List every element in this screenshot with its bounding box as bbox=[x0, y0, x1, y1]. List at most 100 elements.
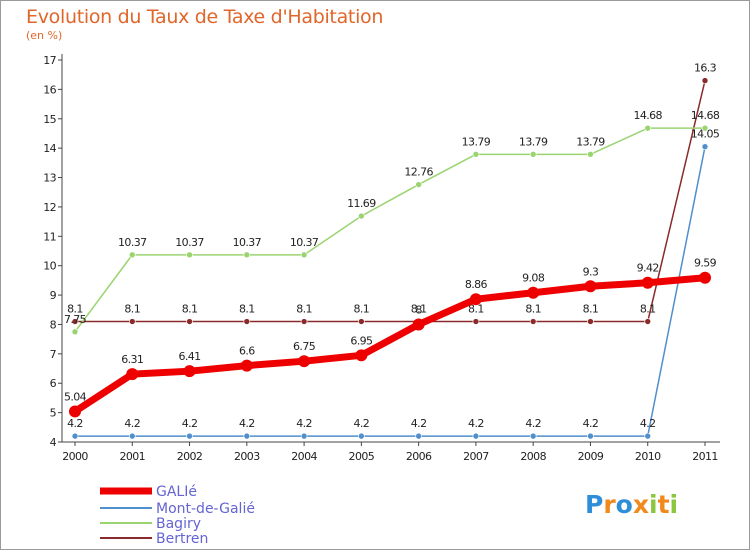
data-label: 7.75 bbox=[64, 313, 87, 326]
series-0: 5.04 6.31 6.41 6.6 6.75 6.95 8 8.86 9.08 9.3 9.42 9… bbox=[64, 257, 717, 418]
y-tick-label: 6 bbox=[50, 377, 57, 390]
data-label: 4.2 bbox=[468, 417, 484, 430]
data-point bbox=[587, 151, 594, 158]
legend-label: GALIé bbox=[156, 484, 197, 500]
x-tick-label: 2000 bbox=[62, 450, 88, 463]
y-tick-label: 8 bbox=[50, 318, 57, 331]
legend-label: Mont-de-Galié bbox=[156, 501, 255, 517]
data-point bbox=[412, 318, 425, 331]
y-tick-label: 16 bbox=[43, 83, 56, 96]
x-tick-label: 2001 bbox=[119, 450, 145, 463]
data-label: 11.69 bbox=[347, 197, 376, 210]
series-line bbox=[73, 274, 706, 415]
data-label: 5.04 bbox=[64, 390, 87, 403]
data-label: 8.1 bbox=[67, 303, 83, 316]
data-label: 4.2 bbox=[640, 417, 656, 430]
series-line bbox=[75, 146, 706, 437]
data-label: 6.95 bbox=[350, 334, 373, 347]
legend-item: Bagiry bbox=[100, 516, 201, 532]
y-tick-label: 7 bbox=[50, 348, 57, 361]
data-point bbox=[71, 318, 79, 325]
data-label: 8.1 bbox=[239, 303, 255, 316]
data-label: 4.2 bbox=[411, 417, 427, 430]
data-point bbox=[300, 318, 308, 325]
y-tick-label: 13 bbox=[43, 172, 56, 185]
logo-letter: P bbox=[585, 490, 604, 519]
data-label: 14.68 bbox=[633, 109, 662, 122]
y-tick-label: 12 bbox=[43, 201, 56, 214]
logo-letter: r bbox=[603, 490, 616, 519]
data-point bbox=[183, 365, 196, 378]
legend-label: Bertren bbox=[156, 531, 208, 547]
data-label: 6.6 bbox=[239, 345, 255, 358]
series-line bbox=[75, 80, 706, 323]
data-point bbox=[186, 432, 193, 440]
data-label: 10.37 bbox=[118, 236, 147, 249]
data-label: 6.41 bbox=[178, 350, 200, 363]
data-label: 8.1 bbox=[525, 303, 541, 316]
data-label: 8.1 bbox=[411, 303, 427, 316]
data-label: 13.79 bbox=[519, 135, 548, 148]
data-point bbox=[644, 124, 652, 132]
data-label: 4.2 bbox=[124, 417, 140, 430]
data-point bbox=[472, 318, 480, 325]
data-point bbox=[128, 432, 136, 440]
data-point bbox=[529, 151, 537, 158]
data-point bbox=[584, 280, 597, 293]
x-tick-label: 2007 bbox=[463, 450, 489, 463]
data-point bbox=[527, 286, 540, 299]
chart-subtitle: (en %) bbox=[26, 29, 63, 42]
data-label: 4.2 bbox=[67, 417, 83, 430]
data-point bbox=[641, 276, 654, 289]
data-label: 8.1 bbox=[583, 303, 599, 316]
data-point bbox=[358, 432, 365, 440]
data-point bbox=[472, 432, 480, 440]
chart-title: Evolution du Taux de Taxe d'Habitation bbox=[26, 6, 384, 28]
x-tick-label: 2009 bbox=[578, 450, 604, 463]
data-point bbox=[644, 432, 652, 440]
data-point bbox=[358, 212, 365, 220]
data-label: 8.1 bbox=[468, 303, 484, 316]
logo-letter: i bbox=[669, 490, 679, 519]
data-label: 14.68 bbox=[691, 109, 720, 122]
y-tick-label: 5 bbox=[50, 407, 57, 420]
data-point bbox=[529, 432, 537, 440]
data-label: 9.3 bbox=[583, 265, 599, 278]
data-label: 6.31 bbox=[121, 353, 143, 366]
data-point bbox=[243, 432, 251, 440]
data-point bbox=[71, 432, 79, 440]
series-2: 7.75 10.37 10.37 10.37 10.37 11.69 12.76 13.79 1… bbox=[64, 109, 720, 336]
legend-item: Bertren bbox=[100, 531, 208, 547]
logo-letter: t bbox=[657, 490, 670, 519]
data-label: 13.79 bbox=[462, 135, 491, 148]
y-tick-label: 14 bbox=[43, 142, 56, 155]
y-tick-label: 10 bbox=[43, 260, 56, 273]
x-tick-label: 2006 bbox=[406, 450, 432, 463]
x-tick-label: 2005 bbox=[349, 450, 375, 463]
x-tick-label: 2002 bbox=[177, 450, 203, 463]
data-point bbox=[298, 355, 311, 368]
data-label: 13.79 bbox=[576, 135, 605, 148]
data-label: 8.1 bbox=[354, 303, 370, 316]
data-point bbox=[126, 368, 139, 381]
data-point bbox=[240, 359, 253, 372]
y-tick-label: 11 bbox=[43, 230, 56, 243]
x-tick-label: 2003 bbox=[234, 450, 260, 463]
y-tick-label: 17 bbox=[43, 54, 56, 67]
data-point bbox=[415, 432, 422, 440]
data-label: 14.05 bbox=[691, 128, 720, 141]
data-label: 8.1 bbox=[640, 303, 656, 316]
data-point bbox=[469, 293, 482, 306]
data-point bbox=[415, 181, 422, 188]
data-label: 10.37 bbox=[175, 236, 204, 249]
series-1: 4.2 4.2 4.2 4.2 4.2 4.2 4.2 4.2 4.2 4.2 4.2 14.05 bbox=[67, 128, 720, 440]
data-point bbox=[243, 251, 251, 259]
x-tick-label: 2011 bbox=[692, 450, 718, 463]
data-label: 9.08 bbox=[522, 272, 545, 285]
data-point bbox=[300, 251, 308, 259]
data-label: 10.37 bbox=[290, 236, 319, 249]
legend-item: Mont-de-Galié bbox=[100, 501, 255, 517]
data-label: 9.42 bbox=[637, 262, 659, 275]
proxiti-logo: Proxiti bbox=[585, 490, 678, 519]
